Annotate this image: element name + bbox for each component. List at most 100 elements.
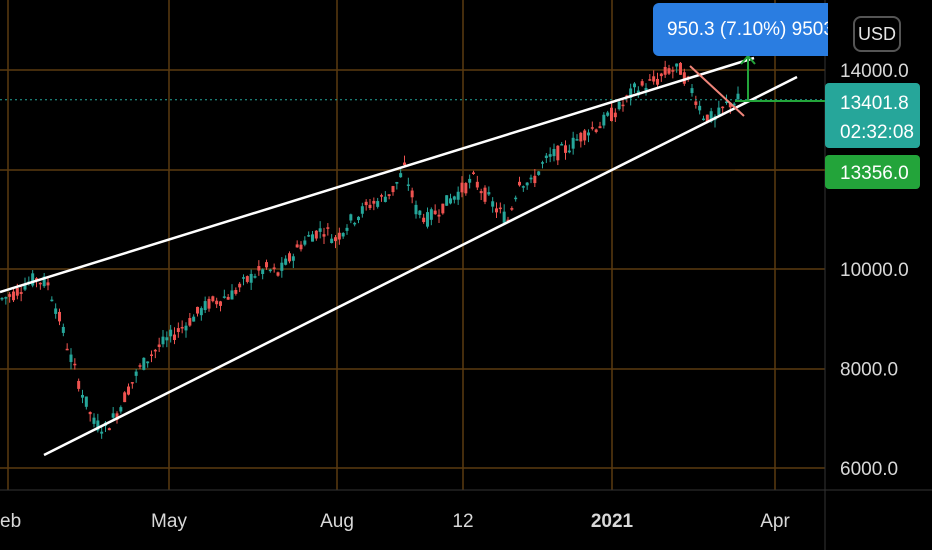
candle-body [629,88,633,99]
candle-body [322,234,326,237]
candle-body [50,299,54,302]
target-price: 13356.0 [840,163,909,184]
candle-body [4,297,8,299]
candle-body [368,204,372,209]
candle-body [433,210,437,215]
upper-trendline [0,56,755,294]
candle-body [709,111,713,122]
candle-body [387,194,391,196]
candle-body [65,348,69,351]
candle-body [399,173,403,178]
candle-body [58,311,61,322]
candle-body [291,256,295,261]
candle-body [142,357,146,370]
candle-body [675,63,679,67]
candle-body [176,328,180,332]
x-tick-label: 2021 [591,511,634,532]
candle-body [533,175,537,184]
candle-body [510,208,514,210]
candle-body [69,354,73,362]
candle-body [479,191,483,194]
measure-arrow [740,54,756,65]
candle-body [265,262,268,268]
candle-body [610,107,613,121]
candle-body [495,208,498,213]
candle-body [222,296,226,298]
price-badges: 13401.8 02:32:08 13356.0 [825,83,920,189]
candle-body [587,132,590,136]
candle-body [150,354,153,356]
candle-body [161,336,165,345]
candle-body [506,219,510,222]
candle-body [8,294,12,297]
candle-body [330,238,334,244]
candle-body [318,228,322,232]
candle-body [88,411,92,415]
candle-body [38,282,42,285]
candle-body [422,217,426,223]
candle-body [226,296,230,300]
currency-button[interactable]: USD [853,16,901,52]
candle-body [215,300,219,305]
candle-body [652,76,656,82]
candle-body [180,327,184,329]
y-tick-label: 14000.0 [840,61,909,82]
candle-body [583,130,587,141]
candle-body [81,394,84,398]
candle-body [518,181,521,186]
candle-body [483,187,487,202]
candle-body [138,365,142,367]
candle-body [698,105,702,111]
x-tick-label: Apr [760,511,790,532]
candle-body [437,214,441,217]
candle-body [544,155,548,159]
candle-body [414,204,418,215]
candle-body [146,361,150,364]
candle-body [372,200,376,204]
candle-body [284,258,288,265]
candle-body [671,70,675,72]
candle-body [441,203,445,214]
current-price: 13401.8 [840,93,909,114]
candle-body [590,127,594,129]
measure-tool [735,54,825,171]
candle-body [682,72,686,84]
candle-body [468,178,472,183]
candle-body [617,101,621,110]
candle-body [717,107,721,116]
candle-body [153,349,157,352]
candle-body [96,420,100,431]
candle-body [272,267,276,269]
candle-body [449,198,452,204]
candle-body [31,273,35,286]
candle-body [12,291,15,301]
candle-body [73,363,77,366]
candle-body [54,308,58,314]
x-tick-label: 12 [452,511,473,532]
candle-body [353,222,357,225]
candle-body [445,195,449,206]
candle-body [579,132,583,142]
candle-body [514,197,518,200]
candle-body [92,417,96,424]
candle-body [61,326,65,333]
candle-body [567,150,571,153]
candle-body [502,211,506,223]
trendlines [0,56,798,457]
candle-body [19,292,23,294]
candle-body [77,380,81,389]
candle-body [211,296,215,302]
candle-body [602,114,606,126]
candle-body [157,344,161,347]
candle-body [23,284,27,290]
candle-body [345,227,349,231]
lower-trendline [43,75,798,457]
candle-body [552,148,556,157]
candle-body [571,137,575,149]
x-tick-label: May [151,511,187,532]
candle-body [84,396,88,407]
x-tick-label: eb [0,511,21,532]
candle-body [238,283,242,288]
